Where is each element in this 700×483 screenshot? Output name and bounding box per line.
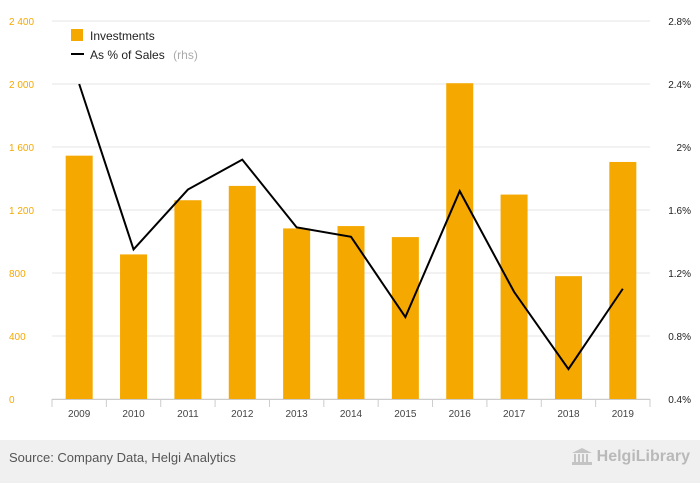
investment-bar — [337, 226, 365, 399]
legend-sales-ratio-label: As % of Sales (rhs) — [90, 46, 198, 63]
x-tick-label: 2010 — [122, 409, 145, 420]
left-tick-label: 400 — [9, 332, 26, 343]
left-tick-label: 2 400 — [9, 17, 34, 28]
helgi-library-logo[interactable]: HelgiLibrary — [571, 448, 690, 466]
investment-bar — [228, 185, 256, 399]
footer: Source: Company Data, Helgi Analytics He… — [0, 440, 700, 483]
x-tick-label: 2013 — [286, 409, 309, 420]
investment-bar — [174, 200, 202, 399]
logo-text: HelgiLibrary — [596, 448, 690, 465]
x-tick-label: 2019 — [612, 409, 635, 420]
x-tick-label: 2018 — [557, 409, 580, 420]
right-tick-label: 2.4% — [668, 80, 691, 91]
investment-bar — [446, 83, 474, 400]
right-tick-label: 2% — [677, 143, 692, 154]
investment-bar — [609, 161, 637, 399]
right-axis-ticks: 0.4% 0.8% 1.2% 1.6% 2% 2.4% 2.8% — [668, 17, 691, 406]
investment-bar — [500, 194, 528, 399]
left-tick-label: 1 600 — [9, 143, 34, 154]
x-tick-label: 2016 — [449, 409, 472, 420]
left-axis-ticks: 0 400 800 1 200 1 600 2 000 2 400 — [9, 17, 34, 406]
right-tick-label: 2.8% — [668, 17, 691, 28]
left-tick-label: 2 000 — [9, 80, 34, 91]
legend: Investments As % of Sales (rhs) — [71, 29, 198, 63]
x-tick-label: 2009 — [68, 409, 91, 420]
sales-ratio-polyline — [78, 83, 624, 371]
x-tick-label: 2011 — [177, 409, 199, 420]
legend-investments-swatch — [71, 29, 83, 41]
right-tick-label: 0.4% — [668, 395, 691, 406]
left-tick-label: 800 — [9, 269, 26, 280]
legend-investments-label: Investments — [90, 29, 155, 43]
right-tick-label: 0.8% — [668, 332, 691, 343]
right-tick-label: 1.2% — [668, 269, 691, 280]
right-tick-label: 1.6% — [668, 206, 691, 217]
left-tick-label: 0 — [9, 395, 15, 406]
sales-ratio-line — [78, 83, 624, 371]
x-axis-ticks: 2009 2010 2011 2012 2013 2014 2015 2016 2017 2018… — [51, 399, 651, 420]
investment-bar — [554, 276, 582, 399]
left-tick-label: 1 200 — [9, 206, 34, 217]
x-tick-label: 2017 — [503, 409, 526, 420]
x-tick-label: 2012 — [231, 409, 254, 420]
investment-bar — [283, 228, 311, 399]
library-building-icon — [571, 448, 592, 465]
x-tick-label: 2014 — [340, 409, 363, 420]
source-note: Source: Company Data, Helgi Analytics — [9, 450, 236, 465]
investment-bar — [120, 254, 148, 399]
bars — [65, 83, 637, 400]
investment-bar — [65, 155, 93, 399]
investments-chart: 0 400 800 1 200 1 600 2 000 2 400 0.4% 0.8% 1.2%… — [9, 17, 691, 420]
x-tick-label: 2015 — [394, 409, 417, 420]
